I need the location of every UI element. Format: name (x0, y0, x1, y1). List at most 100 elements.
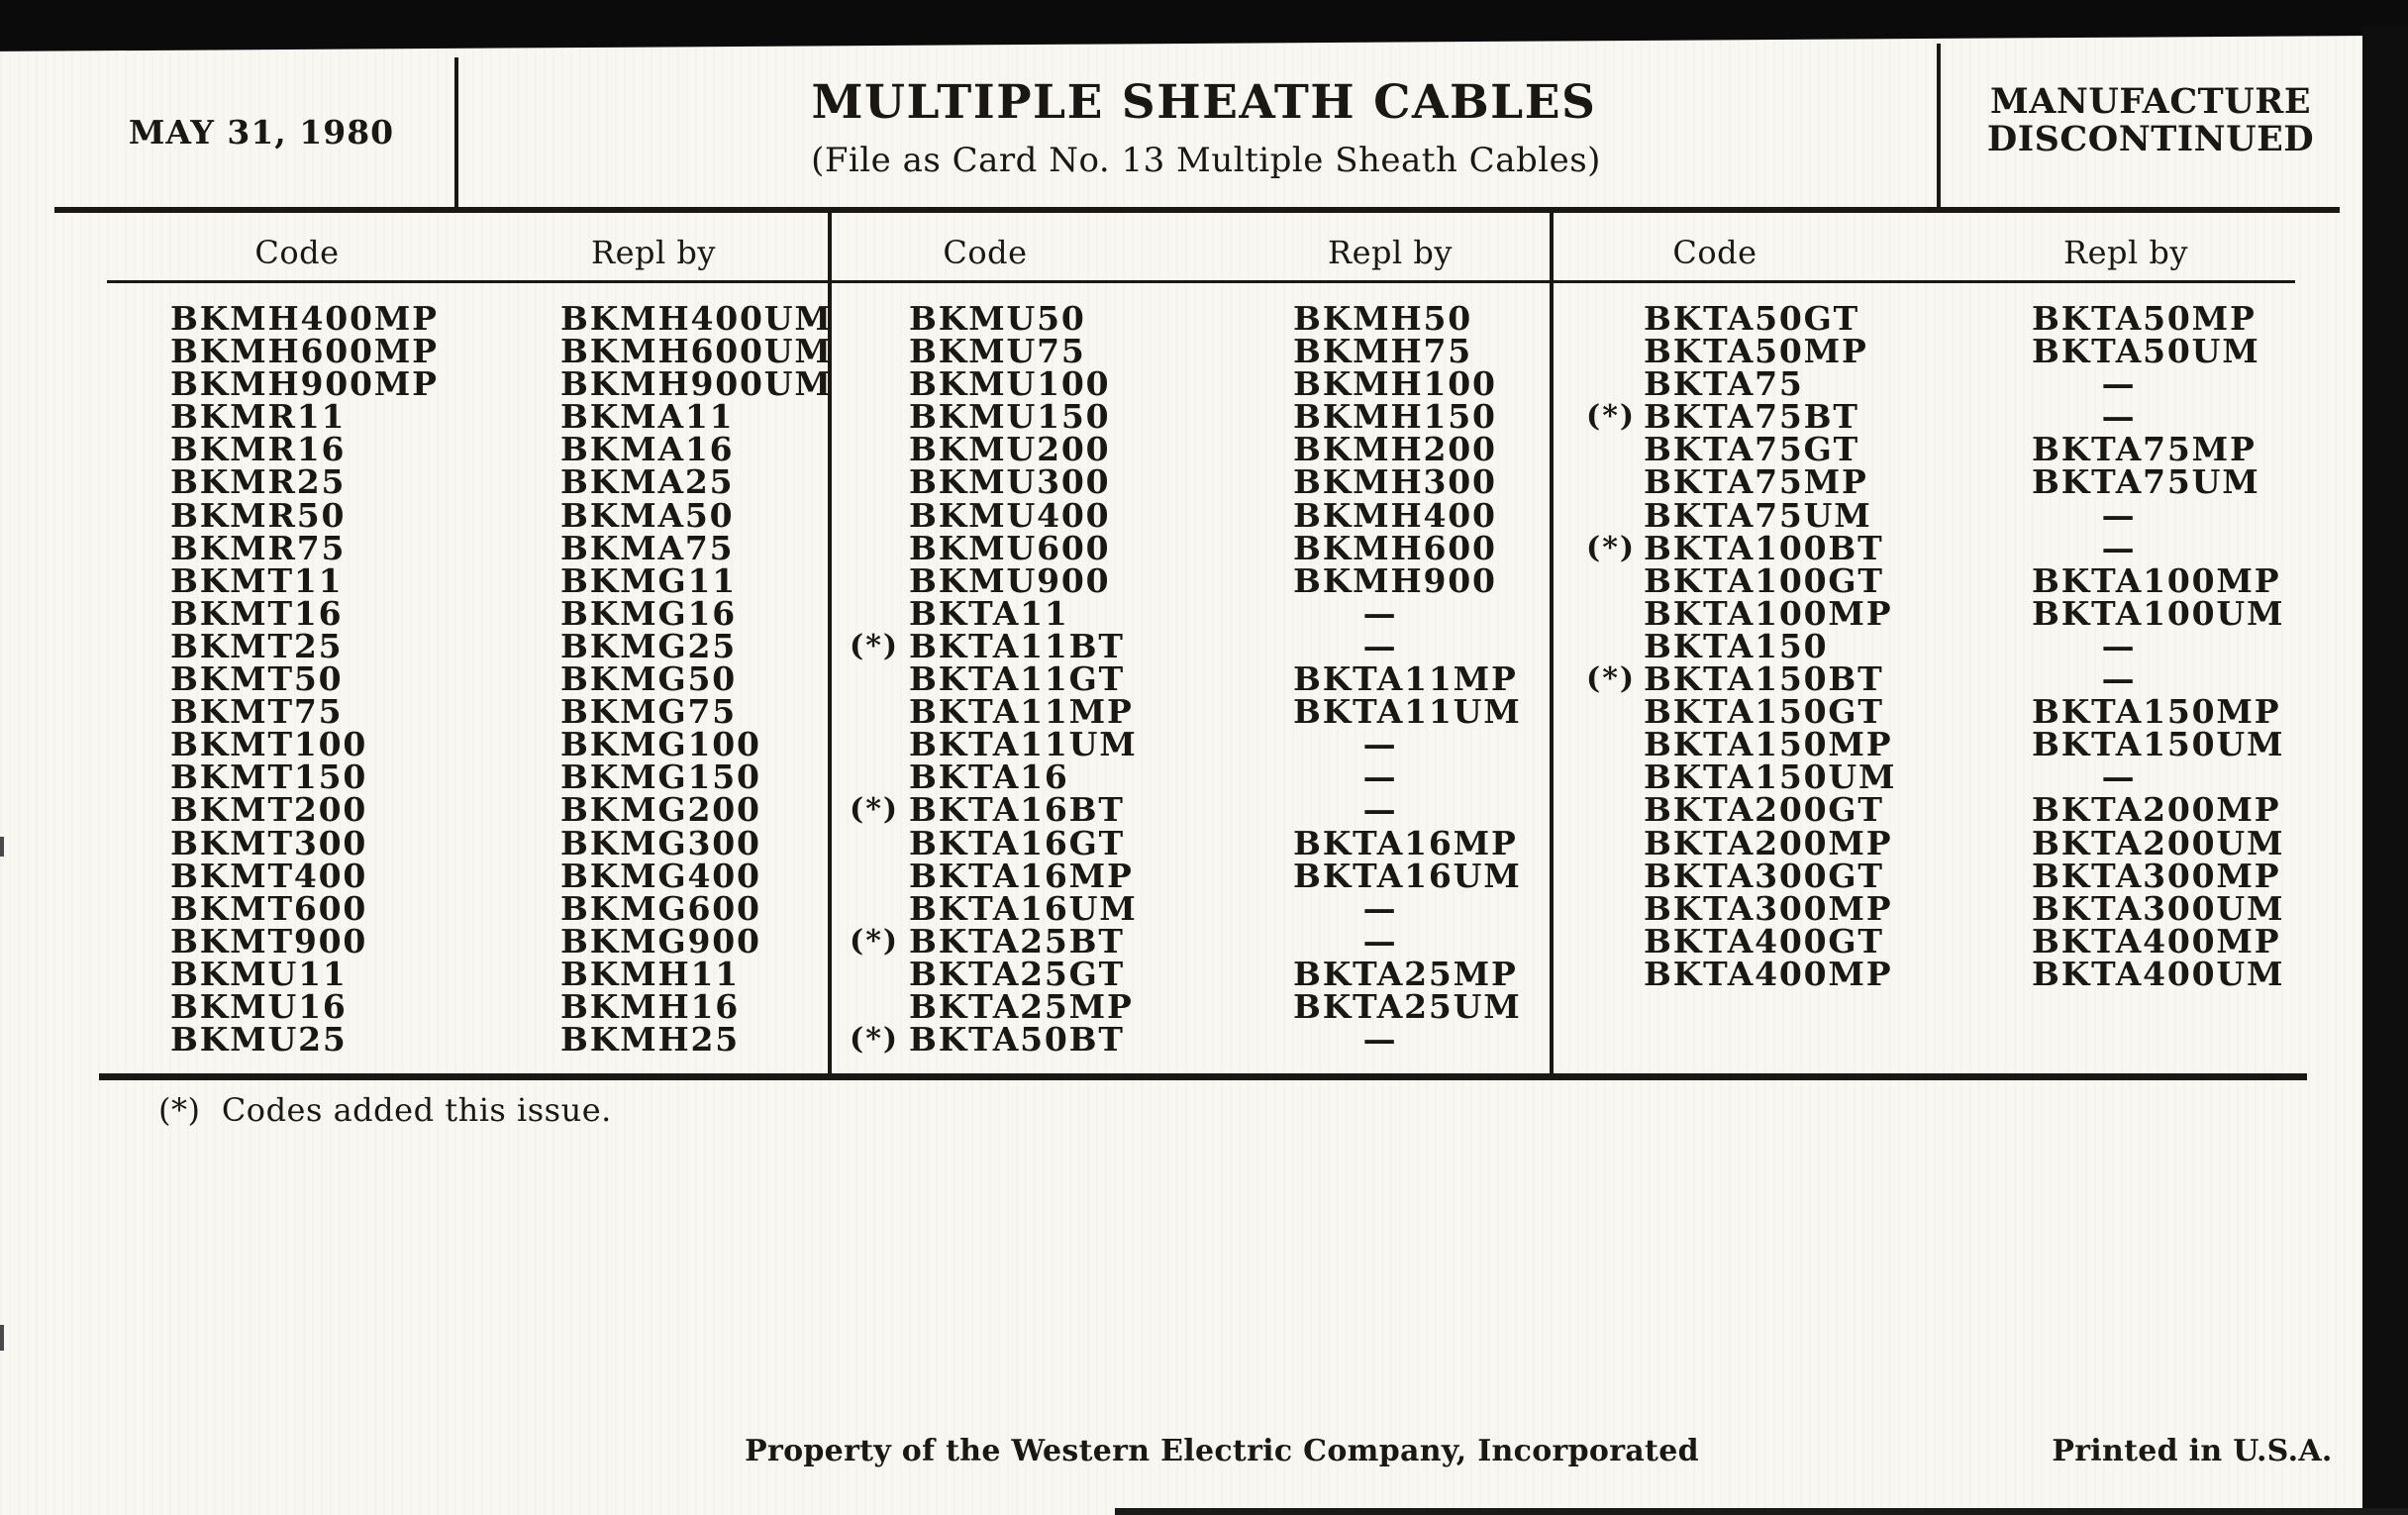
table-row: BKMT900 BKMG900 (0, 925, 828, 958)
table-row: BKMT75 BKMG75 (0, 695, 828, 728)
repl-cell: BKMH400 (1293, 495, 1497, 535)
table-row: BKTA11— (832, 597, 1550, 630)
table-row: (*) BKTA150BT — (1551, 662, 2362, 695)
code-cell: BKMT11 (170, 560, 344, 600)
table-row: BKTA400MP BKTA400UM (1551, 958, 2362, 990)
column-header-rule (107, 280, 2295, 283)
repl-cell-empty-dash: — (2101, 528, 2137, 567)
table-row: BKTA150UM — (1551, 760, 2362, 793)
code-cell: BKTA300MP (1644, 888, 1893, 928)
table-row: BKTA11MP BKTA11UM (832, 695, 1550, 728)
table-row: BKTA75UM — (1551, 495, 2362, 535)
code-cell: BKMT25 (170, 626, 344, 665)
code-cell: BKMU75 (909, 332, 1086, 371)
repl-cell: BKMH400UM (560, 299, 833, 338)
table-row: BKTA16GT BKTA16MP (832, 826, 1550, 858)
code-cell: BKTA75MP (1644, 462, 1868, 502)
repl-cell: BKTA50UM (2032, 332, 2260, 371)
code-cell: BKMR75 (170, 528, 347, 567)
repl-cell: BKMG200 (560, 790, 761, 830)
table-row: BKMT400 BKMG400 (0, 856, 828, 895)
code-cell: BKTA50MP (1644, 332, 1868, 371)
table-group-3: BKTA50GT BKTA50MP BKTA50MP BKTA50UM BKTA75—(… (1551, 302, 2362, 990)
repl-cell: BKTA200MP (2032, 790, 2281, 830)
repl-cell: BKTA16UM (1293, 856, 1522, 895)
table-row: BKMR75 BKMA75 (0, 532, 828, 564)
scan-edge-mark (0, 837, 4, 857)
repl-cell: BKMG600 (560, 888, 761, 928)
table-row: BKMT600 BKMG600 (0, 892, 828, 925)
repl-cell-empty-dash: — (2101, 758, 2137, 797)
repl-cell: BKTA100UM (2032, 593, 2285, 633)
code-cell: BKTA75UM (1644, 495, 1872, 535)
repl-cell: BKTA400MP (2032, 921, 2281, 960)
code-cell: BKMU50 (909, 299, 1086, 338)
table-row: BKMT25 BKMG25 (0, 630, 828, 662)
table-row: BKTA11GT BKTA11MP (832, 662, 1550, 695)
repl-cell-empty-dash: — (2101, 364, 2137, 404)
repl-cell: BKTA400UM (2032, 954, 2285, 993)
code-cell: BKTA25GT (909, 954, 1125, 993)
table-row: BKMT16 BKMG16 (0, 597, 828, 630)
repl-cell: BKTA150MP (2032, 692, 2281, 732)
code-cell: BKTA16MP (909, 856, 1134, 895)
repl-cell: BKMH600UM (560, 332, 833, 371)
scan-edge-mark (0, 1325, 4, 1351)
table-row: BKMH900MP BKMH900UM (0, 367, 831, 400)
repl-cell-empty-dash: — (2101, 495, 2137, 535)
repl-cell: BKTA200UM (2032, 823, 2285, 862)
code-cell: BKMU200 (909, 430, 1111, 469)
table-row: BKTA75GT BKTA75MP (1551, 433, 2362, 465)
code-cell: BKTA150 (1644, 626, 1829, 665)
repl-cell: BKMG16 (560, 593, 738, 633)
header-divider (1937, 44, 1941, 210)
repl-cell: BKTA16MP (1293, 823, 1518, 862)
repl-cell: BKTA11UM (1293, 692, 1522, 732)
table-row: BKMT200 BKMG200 (0, 793, 828, 826)
repl-cell: BKMG400 (560, 856, 761, 895)
code-cell: BKMR50 (170, 495, 347, 535)
star-prefix: (*) (850, 1022, 900, 1058)
table-row: BKMU25 BKMH25 (0, 1023, 828, 1056)
code-cell: BKTA25MP (909, 986, 1134, 1026)
repl-cell: BKMA25 (560, 462, 735, 502)
code-cell: BKTA100GT (1644, 560, 1884, 600)
table-row: BKMU600 BKMH600 (832, 532, 1550, 564)
table-group-divider (828, 213, 832, 1077)
code-cell: BKTA50GT (1644, 299, 1859, 338)
code-cell: BKTA50BT (909, 1020, 1125, 1060)
table-row: BKTA100GT BKTA100MP (1551, 564, 2362, 597)
repl-cell: BKTA75UM (2032, 462, 2260, 502)
code-cell: BKTA16BT (909, 790, 1125, 830)
table-row: BKMU400 BKMH400 (832, 498, 1550, 531)
repl-cell: BKMG75 (560, 692, 738, 732)
table-row: BKTA75MP BKTA75UM (1551, 465, 2362, 498)
table-bottom-rule (99, 1073, 2307, 1080)
repl-cell: BKMH16 (560, 986, 741, 1026)
table-row: BKMR25 BKMA25 (0, 465, 828, 498)
code-cell: BKTA150MP (1644, 725, 1893, 764)
table-row: BKMU100 BKMH100 (832, 367, 1550, 400)
repl-cell: BKTA150UM (2032, 725, 2285, 764)
column-header-repl: Repl by (1328, 234, 1453, 271)
repl-cell: BKMH150 (1293, 397, 1497, 437)
table-row: BKMU300 BKMH300 (832, 465, 1550, 498)
code-cell: BKTA16UM (909, 888, 1138, 928)
table-row: BKMU75 BKMH75 (832, 335, 1550, 367)
table-row: BKTA150MP BKTA150UM (1551, 728, 2362, 760)
table-row: BKTA25GT BKTA25MP (832, 958, 1550, 990)
table-row: BKTA300MP BKTA300UM (1551, 892, 2362, 925)
table-row: BKTA50GT BKTA50MP (1551, 302, 2362, 335)
repl-cell: BKTA25UM (1293, 986, 1522, 1026)
header-divider (454, 57, 458, 210)
table-row: BKMU150 BKMH150 (832, 400, 1550, 433)
table-row: BKTA300GT BKTA300MP (1551, 858, 2362, 891)
table-row: (*) BKTA100BT — (1551, 532, 2362, 564)
code-cell: BKTA400MP (1644, 954, 1893, 993)
repl-cell: BKTA75MP (2032, 430, 2257, 469)
table-row: BKMH400MP BKMH400UM (0, 299, 833, 338)
table-row: BKMR11 BKMA11 (0, 400, 828, 433)
code-cell: BKMT150 (170, 758, 368, 797)
repl-cell: BKTA25MP (1293, 954, 1518, 993)
column-header-code: Code (254, 234, 340, 271)
